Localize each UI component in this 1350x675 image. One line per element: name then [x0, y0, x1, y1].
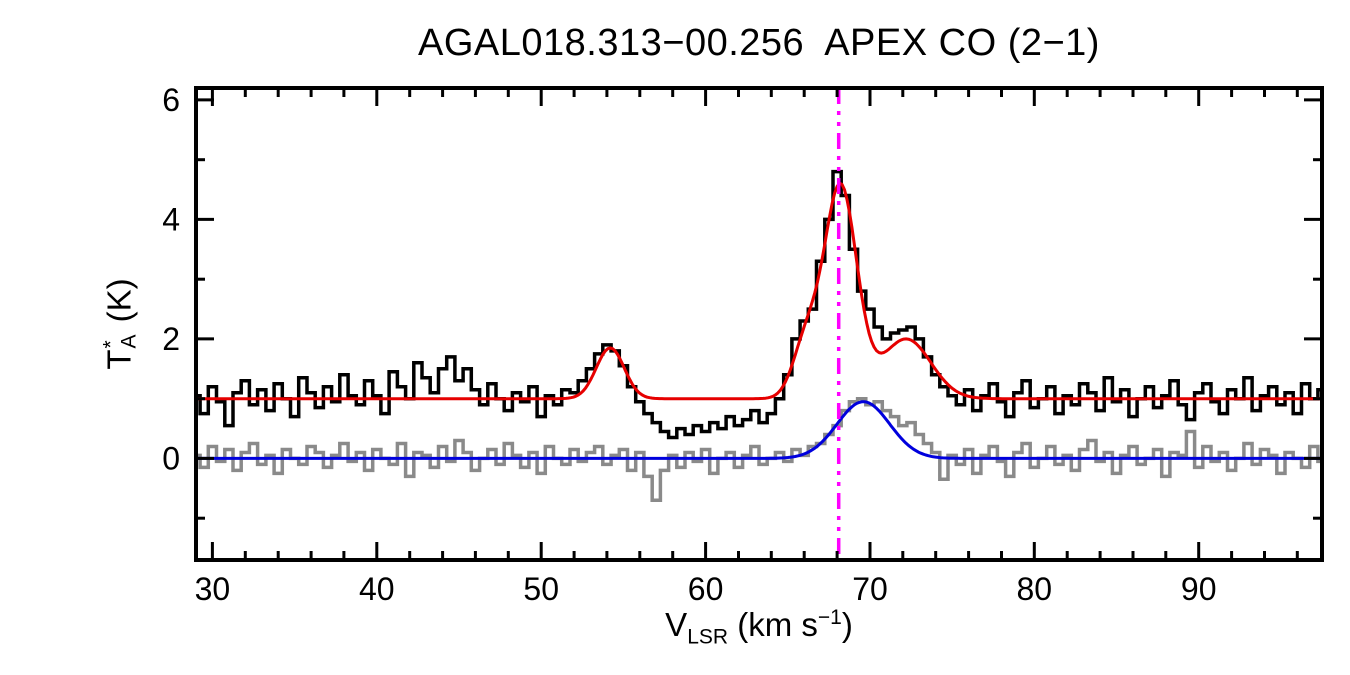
y-tick-label: 2 [162, 321, 180, 357]
x-subscript: LSR [687, 625, 729, 649]
plot-frame [194, 86, 1324, 562]
x-unit-post: ) [841, 606, 853, 643]
series-observed-spectrum-co21 [196, 169, 1322, 440]
x-tick-label: 70 [852, 571, 888, 607]
chart-title: AGAL018.313−00.256 APEX CO (2−1) [418, 22, 1100, 64]
x-axis-label: VLSR (km s−1) [196, 606, 1322, 650]
x-symbol: V [665, 606, 688, 643]
series-gaussian-fit-co21 [196, 181, 1321, 401]
x-tick-label: 40 [359, 571, 395, 607]
x-unit-pre: (km s [728, 606, 818, 643]
axes-layer: 30 40 50 60 70 80 90 0 2 4 6 [162, 82, 1324, 607]
x-tick-label: 80 [1017, 571, 1053, 607]
y-tick-label: 6 [162, 82, 180, 118]
y-tick-label: 4 [162, 201, 180, 237]
data-layer [196, 88, 1322, 560]
x-tick-label: 60 [688, 571, 724, 607]
y-tick-label: 0 [162, 440, 180, 476]
x-tick-label: 90 [1181, 571, 1217, 607]
series-gaussian-fit-secondary [196, 400, 1321, 460]
x-tick-label: 50 [523, 571, 559, 607]
x-tick-label: 30 [195, 571, 231, 607]
x-superscript: −1 [817, 606, 842, 629]
